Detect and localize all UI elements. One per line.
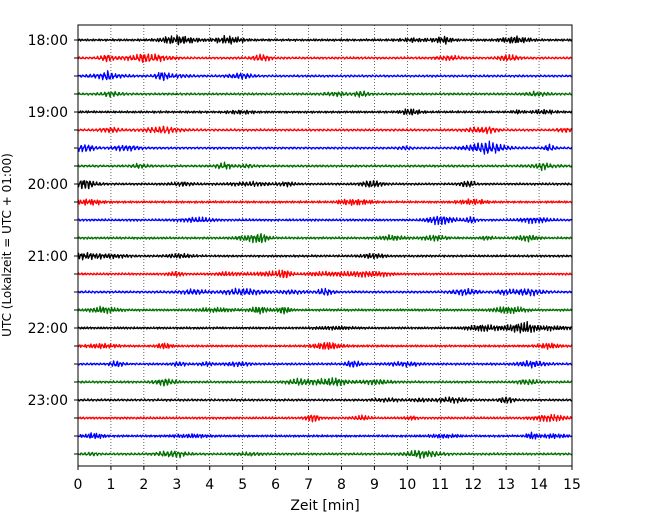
x-tick-label: 12 [464, 477, 482, 493]
x-axis-label: Zeit [min] [290, 498, 359, 514]
x-tick-label: 9 [370, 477, 379, 493]
trace-1830 [77, 70, 573, 82]
x-tick-label: 2 [139, 477, 148, 493]
trace-2045 [77, 233, 573, 244]
x-tick-label: 14 [530, 477, 548, 493]
y-tick-label: 21:00 [28, 249, 68, 265]
x-tick-label: 8 [337, 477, 346, 493]
x-tick-label: 7 [304, 477, 313, 493]
x-tick-label: 0 [74, 477, 83, 493]
trace-2000 [77, 179, 573, 190]
trace-2215 [77, 342, 573, 350]
x-tick-label: 6 [271, 477, 280, 493]
y-tick-label: 22:00 [28, 321, 68, 337]
x-tick-label: 15 [563, 477, 581, 493]
trace-2230 [77, 360, 573, 369]
x-axis-ticks: 0 1 2 3 4 5 6 7 8 9 10 11 12 13 14 15 [74, 466, 581, 493]
plot-area [78, 25, 572, 466]
plot-frame [77, 24, 573, 467]
trace-2245 [77, 377, 573, 387]
trace-2100 [77, 251, 573, 261]
trace-2345 [77, 449, 573, 460]
y-axis-label: UTC (Lokalzeit = UTC + 01:00) [0, 153, 14, 337]
x-tick-label: 1 [106, 477, 115, 493]
x-tick-label: 11 [431, 477, 449, 493]
trace-2300 [77, 396, 573, 404]
trace-2130 [77, 287, 573, 297]
y-tick-label: 20:00 [28, 177, 68, 193]
trace-2315 [77, 413, 573, 423]
x-tick-label: 3 [172, 477, 181, 493]
y-tick-label: 19:00 [28, 105, 68, 121]
x-tick-label: 10 [398, 477, 416, 493]
trace-1845 [77, 90, 573, 98]
trace-2030 [77, 215, 573, 226]
x-tick-label: 13 [497, 477, 515, 493]
x-tick-label: 5 [238, 477, 247, 493]
trace-2015 [77, 198, 573, 206]
trace-1915 [77, 125, 573, 135]
trace-2330 [77, 431, 573, 440]
trace-1945 [77, 161, 573, 172]
trace-2145 [77, 305, 573, 315]
trace-1900 [77, 108, 573, 116]
x-tick-label: 4 [205, 477, 214, 493]
y-axis-ticks: 18:00 19:00 20:00 21:00 22:00 23:00 [28, 33, 78, 455]
trace-1815 [77, 53, 573, 64]
trace-1930 [77, 140, 573, 155]
y-tick-label: 23:00 [28, 393, 68, 409]
y-tick-label: 18:00 [28, 33, 68, 49]
trace-2200 [77, 320, 573, 334]
seismic-traces [77, 34, 573, 460]
trace-1800 [77, 34, 573, 46]
trace-2115 [77, 269, 573, 279]
